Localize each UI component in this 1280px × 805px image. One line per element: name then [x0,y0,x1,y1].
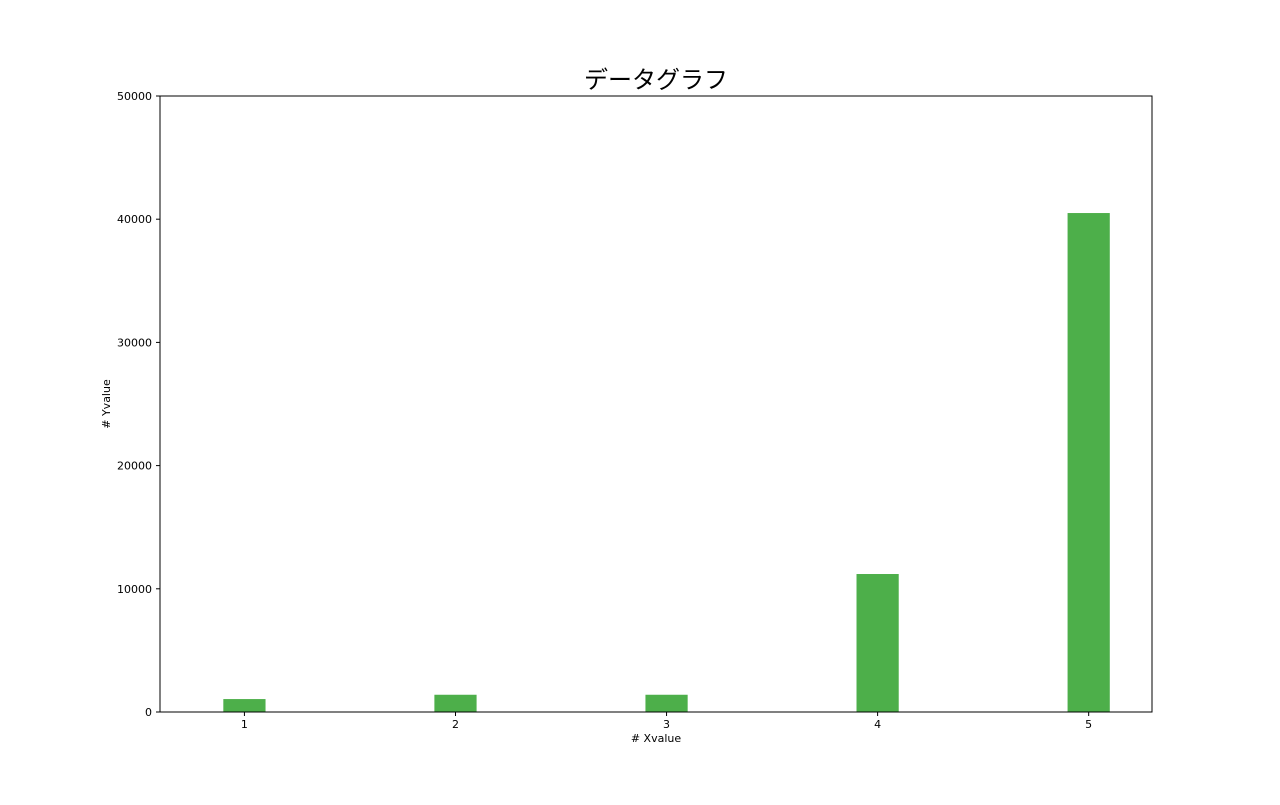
y-tick-label: 0 [145,706,152,719]
bars-group [223,213,1110,713]
y-tick-label: 40000 [117,213,152,226]
bar-1 [223,699,266,712]
plot-area [160,96,1152,712]
bar-3 [645,694,688,712]
bar-4 [856,574,899,712]
bar-5 [1067,213,1110,713]
x-tick-label: 3 [663,718,670,731]
y-axis-ticks: 0 10000 20000 30000 40000 50000 [117,90,160,719]
x-tick-label: 1 [241,718,248,731]
plot-frame [159,95,1153,713]
x-axis-label: # Xvalue [631,732,682,745]
chart-title: データグラフ [584,66,728,94]
y-tick-label: 30000 [117,336,152,349]
x-tick-label: 2 [452,718,459,731]
x-axis-ticks: 1 2 3 4 5 [241,712,1092,731]
y-axis-label: # Yvalue [100,379,113,429]
x-tick-label: 5 [1085,718,1092,731]
y-tick-label: 50000 [117,90,152,103]
y-tick-label: 20000 [117,460,152,473]
y-tick-label: 10000 [117,583,152,596]
x-tick-label: 4 [874,718,881,731]
bar-2 [434,694,477,712]
